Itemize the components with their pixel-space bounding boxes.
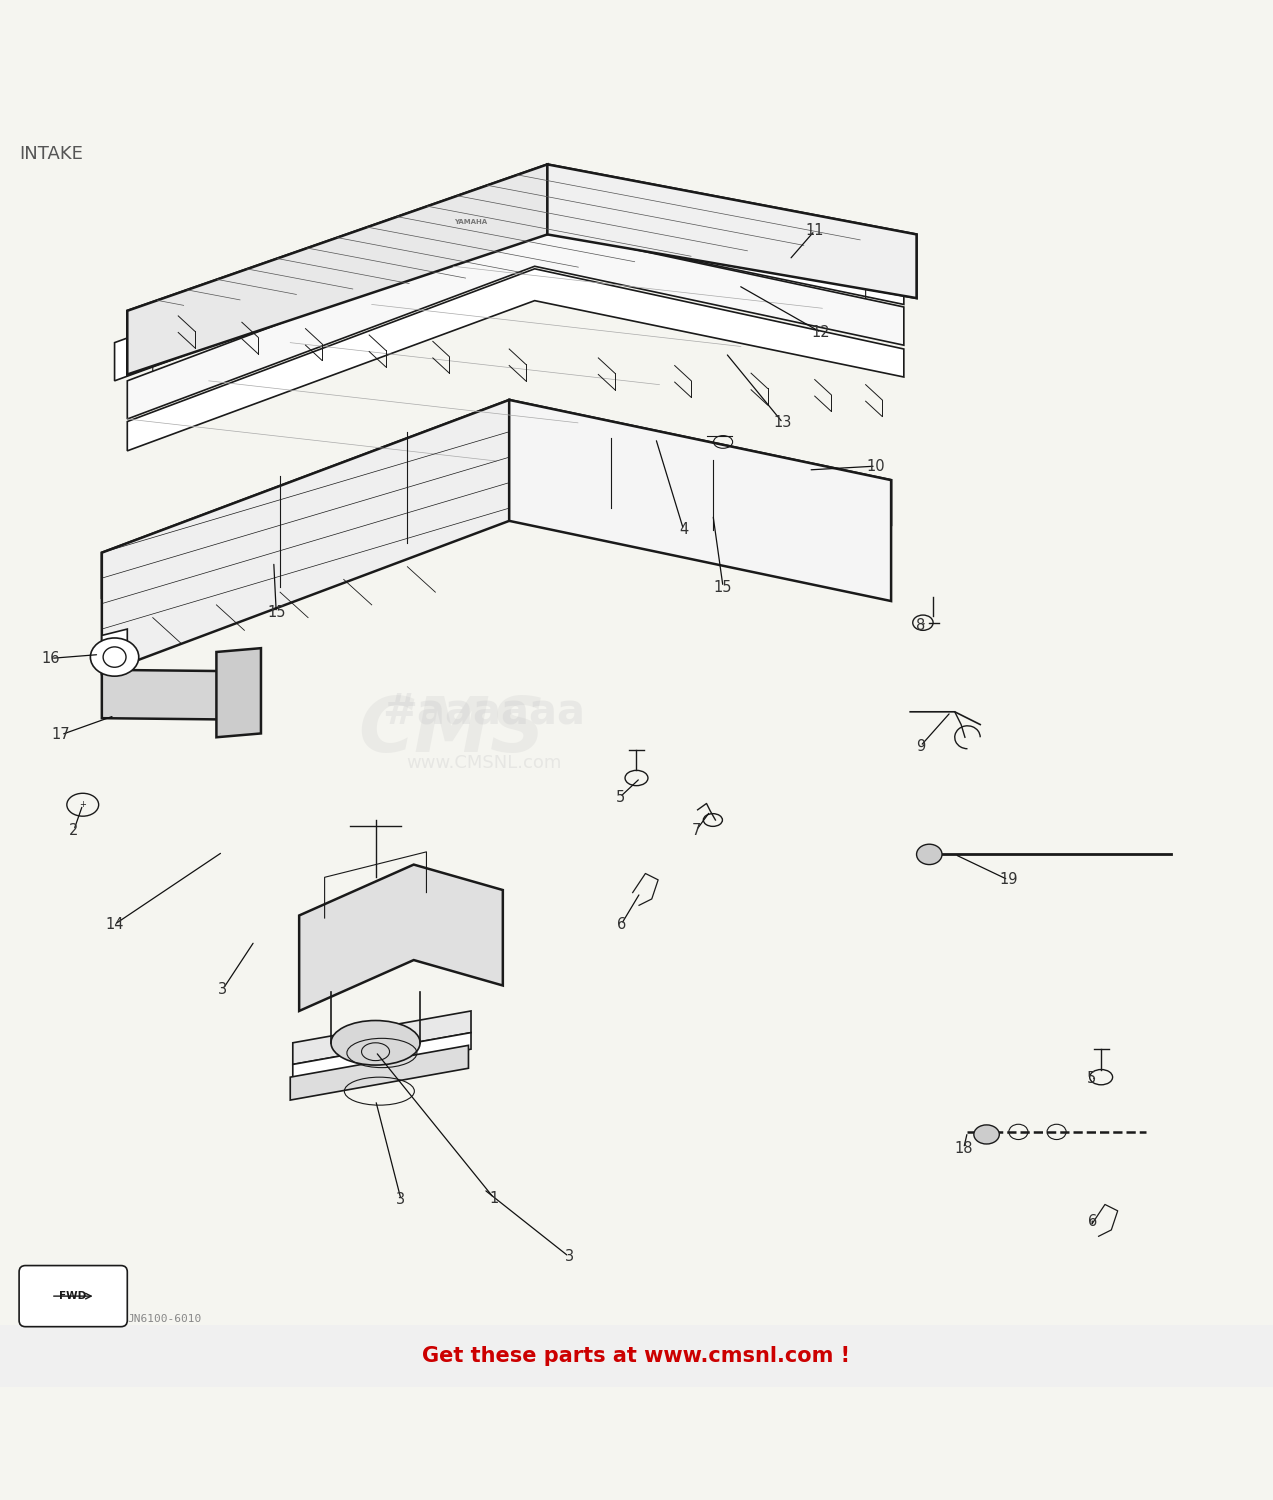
Ellipse shape [917, 844, 942, 864]
Polygon shape [115, 190, 904, 381]
Polygon shape [102, 670, 223, 720]
Bar [0, 1326, 1273, 1386]
Text: 10: 10 [867, 459, 885, 474]
Polygon shape [293, 1032, 471, 1082]
Text: YAMAHA: YAMAHA [454, 219, 488, 225]
Text: 13: 13 [774, 416, 792, 430]
Polygon shape [127, 268, 904, 452]
Text: 3: 3 [396, 1192, 406, 1208]
Text: 2: 2 [69, 822, 79, 837]
FancyBboxPatch shape [19, 1266, 127, 1326]
Text: 6: 6 [1087, 1214, 1097, 1228]
Text: Get these parts at www.cmsnl.com !: Get these parts at www.cmsnl.com ! [423, 1346, 850, 1366]
Text: 4: 4 [679, 522, 689, 537]
Polygon shape [127, 165, 917, 375]
Polygon shape [127, 165, 547, 375]
Text: 18: 18 [955, 1142, 973, 1156]
Text: 11: 11 [806, 224, 824, 238]
Text: 5: 5 [1086, 1071, 1096, 1086]
Text: 17: 17 [52, 728, 70, 742]
Polygon shape [547, 165, 917, 298]
Text: 3: 3 [564, 1250, 574, 1264]
Text: 3: 3 [218, 982, 228, 998]
Ellipse shape [974, 1125, 999, 1144]
Text: 9: 9 [915, 738, 925, 753]
Polygon shape [290, 1046, 468, 1100]
Text: 6: 6 [616, 916, 626, 932]
Text: CMS: CMS [359, 694, 545, 768]
Text: 15: 15 [267, 604, 285, 619]
Text: +: + [79, 800, 87, 808]
Text: 8: 8 [915, 618, 925, 633]
Text: 14: 14 [106, 916, 123, 932]
Polygon shape [127, 228, 904, 419]
Text: 12: 12 [812, 326, 830, 340]
Text: 1: 1 [489, 1191, 499, 1206]
Text: 15: 15 [714, 579, 732, 594]
Polygon shape [216, 648, 261, 738]
Ellipse shape [90, 638, 139, 676]
Ellipse shape [331, 1020, 420, 1065]
Text: #aaaaaa: #aaaaaa [382, 692, 586, 734]
Text: JN6100-6010: JN6100-6010 [127, 1314, 201, 1324]
Text: 16: 16 [42, 651, 60, 666]
Polygon shape [102, 400, 509, 674]
Text: FWD: FWD [59, 1292, 87, 1300]
Text: INTAKE: INTAKE [19, 146, 83, 164]
Polygon shape [102, 628, 127, 680]
Text: 19: 19 [999, 873, 1017, 888]
Text: 5: 5 [615, 789, 625, 804]
Text: www.CMSNL.com: www.CMSNL.com [406, 753, 561, 771]
Polygon shape [102, 400, 891, 597]
Text: 7: 7 [691, 822, 701, 837]
Polygon shape [509, 400, 891, 602]
Polygon shape [293, 1011, 471, 1065]
Polygon shape [299, 864, 503, 1011]
